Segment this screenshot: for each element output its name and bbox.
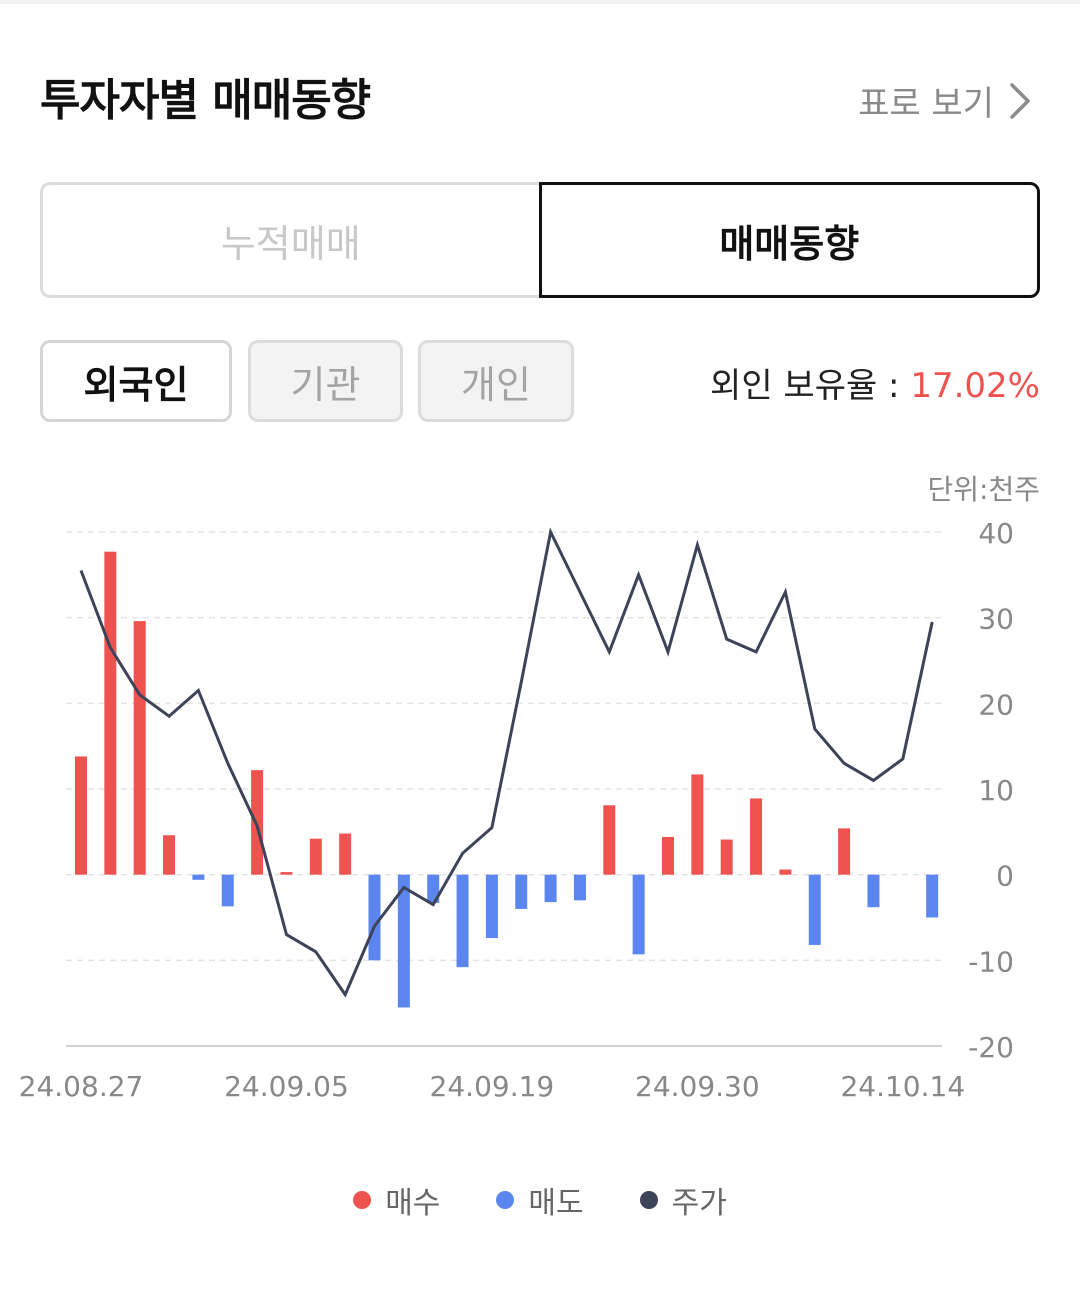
sell-bar <box>808 874 821 945</box>
view-as-table-link[interactable]: 표로 보기 <box>858 76 1032 125</box>
investor-tab-institution[interactable]: 기관 <box>248 340 403 422</box>
legend-buy-label: 매수 <box>385 1186 441 1221</box>
buy-bar <box>133 621 146 875</box>
view-mode-segment: 누적매매 매매동향 <box>40 182 1040 298</box>
x-tick-label: 24.09.19 <box>430 1070 555 1103</box>
investor-tab-foreign[interactable]: 외국인 <box>40 340 232 422</box>
trading-trend-chart: 40 30 20 10 0 -10 -20 24.08.27 24.09.05 24.09.19 2… <box>19 517 1014 1103</box>
sell-bar <box>544 874 557 903</box>
y-tick-label: -10 <box>968 945 1014 978</box>
legend-price-label: 주가 <box>671 1186 727 1221</box>
y-tick-label: 40 <box>978 517 1014 550</box>
sell-bar <box>397 874 410 1008</box>
sell-bar <box>427 874 440 903</box>
x-tick-label: 24.09.30 <box>635 1070 760 1103</box>
x-tick-label: 24.08.27 <box>19 1070 144 1103</box>
buy-bar <box>779 869 792 875</box>
buy-bar <box>662 836 674 875</box>
sell-bar <box>368 874 381 961</box>
sell-bar <box>515 874 528 909</box>
legend-price-dot <box>639 1191 658 1209</box>
legend-buy-dot <box>353 1191 372 1209</box>
sell-bar <box>456 874 469 968</box>
x-tick-label: 24.09.05 <box>224 1070 349 1103</box>
top-divider <box>0 0 1080 4</box>
legend-item-price: 주가 <box>639 1178 727 1222</box>
buy-bar <box>75 756 87 875</box>
y-tick-label: 0 <box>996 860 1014 893</box>
tab-trading-trend[interactable]: 매매동향 <box>538 182 1040 298</box>
buy-bar <box>750 798 763 875</box>
view-as-table-label: 표로 보기 <box>858 84 994 124</box>
price-line <box>79 527 934 998</box>
legend-item-sell: 매도 <box>496 1178 584 1222</box>
sell-bar <box>192 874 205 880</box>
page-title: 투자자별 매매동향 <box>40 75 371 126</box>
y-tick-label: 20 <box>978 688 1014 721</box>
x-tick-label: 24.10.14 <box>840 1070 965 1103</box>
buy-bar <box>691 774 704 875</box>
investor-tab-individual[interactable]: 개인 <box>418 340 574 422</box>
sell-bar <box>573 874 586 901</box>
buy-bar <box>603 805 616 875</box>
sell-bar <box>926 874 939 918</box>
holding-value: 17.02% <box>910 366 1040 406</box>
y-tick-label: -20 <box>968 1031 1014 1064</box>
buy-bar <box>720 839 733 875</box>
chart-legend: 매수 매도 주가 <box>0 1178 1080 1222</box>
unit-label: 단위:천주 <box>927 473 1040 506</box>
buy-bar <box>838 828 851 875</box>
buy-bar <box>339 833 352 875</box>
sell-bar <box>221 874 234 907</box>
legend-sell-label: 매도 <box>528 1186 584 1221</box>
sell-bar <box>485 874 498 939</box>
buy-bar <box>104 551 117 875</box>
sell-bar <box>632 874 645 955</box>
buy-bar <box>309 838 322 875</box>
tab-cumulative-trading[interactable]: 누적매매 <box>40 182 539 298</box>
legend-item-buy: 매수 <box>353 1178 440 1222</box>
y-tick-label: 10 <box>978 774 1014 807</box>
holding-label: 외인 보유율 : <box>710 366 900 406</box>
buy-bar <box>280 872 293 875</box>
foreign-holding-ratio: 외인 보유율 : 17.02% <box>710 358 1040 407</box>
y-tick-label: 30 <box>978 603 1014 636</box>
sell-bar <box>867 874 880 908</box>
legend-sell-dot <box>496 1191 515 1209</box>
chevron-right-icon <box>1010 82 1030 119</box>
buy-bar <box>163 835 176 875</box>
